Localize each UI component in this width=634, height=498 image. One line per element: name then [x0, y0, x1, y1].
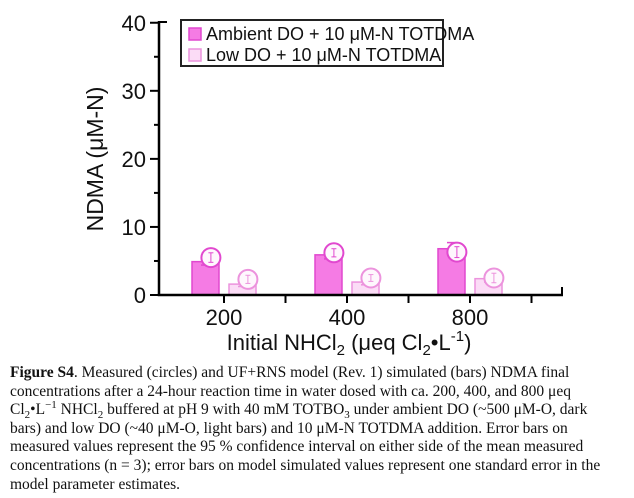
x-axis-title: Initial NHCl2 (μeq Cl2•L-1): [227, 328, 472, 359]
y-tick-label: 40: [122, 11, 146, 36]
legend-label-0: Ambient DO + 10 μM-N TOTDMA: [206, 24, 474, 44]
caption-text: under ambient DO (~500 μM-O, dark bars) …: [10, 401, 601, 493]
caption-superscript: −1: [45, 399, 57, 412]
caption-text: buffered at pH 9 with 40 mM TOTBO: [103, 401, 345, 419]
caption-subscript: 2: [97, 409, 104, 422]
caption-text: NHCl: [56, 401, 98, 419]
caption-subscript: 2: [24, 409, 31, 422]
caption-subscript: 3: [344, 409, 350, 422]
legend-label-1: Low DO + 10 μM-N TOTDMA: [206, 45, 441, 65]
figure-caption: Figure S4. Measured (circles) and UF+RNS…: [0, 360, 632, 494]
caption-figure-label: Figure S4: [10, 364, 74, 381]
y-tick-label: 30: [122, 79, 146, 104]
chart-canvas: 0 10 20 30 40 200 400 800 NDMA (μM-N) Initial NHC…: [82, 11, 563, 359]
legend-swatch-0: [188, 27, 202, 41]
legend-swatch-1: [188, 48, 202, 62]
x-tick-label: 800: [452, 305, 489, 330]
caption-text: . Measured (circles) and UF+RNS model (R…: [10, 364, 571, 419]
x-tick-label: 200: [206, 305, 243, 330]
y-tick-label: 20: [122, 147, 146, 172]
chart-area: 0 10 20 30 40 200 400 800 NDMA (μM-N) Initial NHC…: [82, 11, 563, 359]
x-tick-label: 400: [329, 305, 366, 330]
legend-box: [180, 19, 444, 67]
y-tick-label: 0: [134, 283, 146, 308]
y-axis-title: NDMA (μM-N): [82, 87, 108, 232]
y-tick-label: 10: [122, 215, 146, 240]
caption-text: •L: [30, 401, 46, 419]
